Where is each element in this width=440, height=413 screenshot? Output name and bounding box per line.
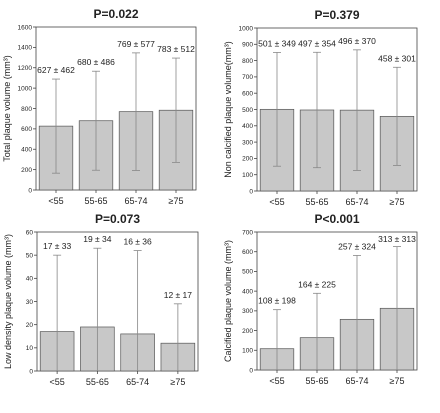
y-tick-label: 600 <box>242 249 253 256</box>
data-label: 164 ± 225 <box>298 279 336 289</box>
y-tick-label: 700 <box>242 229 253 236</box>
x-tick-label: ≥75 <box>390 376 405 386</box>
y-tick-label: 0 <box>249 188 253 195</box>
y-tick-label: 600 <box>21 126 32 133</box>
y-tick-label: 0 <box>249 367 253 374</box>
y-tick-label: 40 <box>26 276 34 283</box>
y-tick-label: 200 <box>21 167 32 174</box>
data-label: 627 ± 462 <box>37 65 75 75</box>
y-tick-label: 50 <box>26 252 34 259</box>
y-tick-label: 0 <box>28 187 32 194</box>
y-tick-label: 400 <box>242 123 253 130</box>
y-tick-label: 200 <box>242 156 253 163</box>
y-tick-label: 30 <box>26 299 34 306</box>
data-label: 257 ± 324 <box>338 241 376 251</box>
x-tick-label: 65-74 <box>124 196 147 206</box>
data-label: 458 ± 301 <box>378 53 416 63</box>
y-tick-label: 500 <box>242 107 253 114</box>
panel-title: P=0.022 <box>93 7 138 21</box>
chart-panel-3: P=0.073 0 10 20 30 40 50 60 Low density plaque v… <box>3 212 199 387</box>
data-label: 12 ± 17 <box>164 290 193 300</box>
data-label: 17 ± 33 <box>43 241 72 251</box>
y-axis-label: Total plaque volume (mm³) <box>2 55 12 162</box>
y-tick-label: 1000 <box>18 85 33 92</box>
y-tick-label: 100 <box>242 348 253 355</box>
x-tick-label: ≥75 <box>170 377 185 387</box>
y-tick-label: 800 <box>242 58 253 65</box>
y-tick-label: 500 <box>242 269 253 276</box>
x-tick-label: 65-74 <box>345 376 368 386</box>
y-tick-label: 300 <box>242 308 253 315</box>
y-tick-label: 20 <box>26 322 34 329</box>
y-tick-label: 100 <box>242 172 253 179</box>
x-tick-label: ≥75 <box>390 197 405 207</box>
y-tick-label: 800 <box>21 106 32 113</box>
x-tick-label: <55 <box>48 196 63 206</box>
y-tick-label: 1000 <box>239 25 254 32</box>
y-tick-label: 400 <box>242 288 253 295</box>
y-tick-label: 900 <box>242 42 253 49</box>
x-tick-label: 65-74 <box>126 377 149 387</box>
panel-title: P=0.379 <box>314 8 359 22</box>
y-axis-label: Low density plaque volume (mm³) <box>3 234 13 369</box>
y-tick-label: 1600 <box>18 24 33 31</box>
y-tick-label: 1400 <box>18 45 33 52</box>
x-tick-label: 55-65 <box>86 377 109 387</box>
y-tick-label: 10 <box>26 345 34 352</box>
y-tick-label: 1200 <box>18 65 33 72</box>
x-tick-label: 55-65 <box>84 196 107 206</box>
data-label: 496 ± 370 <box>338 36 376 46</box>
x-tick-label: 65-74 <box>345 197 368 207</box>
y-tick-label: 700 <box>242 74 253 81</box>
y-axis-label: Non calcified plaque volume(mm³) <box>223 41 233 178</box>
x-tick-label: <55 <box>269 376 284 386</box>
y-tick-label: 60 <box>26 229 34 236</box>
data-label: 783 ± 512 <box>157 44 195 54</box>
y-tick-label: 300 <box>242 139 253 146</box>
data-label: 497 ± 354 <box>298 38 336 48</box>
data-label: 108 ± 198 <box>258 296 296 306</box>
x-tick-label: <55 <box>269 197 284 207</box>
y-axis-label: Calcified plaque volume (mm³) <box>223 240 233 362</box>
panel-title: P=0.073 <box>95 212 140 226</box>
y-tick-label: 0 <box>29 368 33 375</box>
y-tick-label: 600 <box>242 91 253 98</box>
x-tick-label: <55 <box>49 377 64 387</box>
chart-panel-2: P=0.379 0 100 200 300 400 500 600 700 800 900 1000 N… <box>223 8 418 207</box>
x-tick-label: ≥75 <box>169 196 184 206</box>
data-label: 313 ± 313 <box>378 234 416 244</box>
data-label: 769 ± 577 <box>117 39 155 49</box>
data-label: 16 ± 36 <box>123 237 152 247</box>
plot-frame <box>256 231 418 371</box>
data-label: 501 ± 349 <box>258 38 296 48</box>
data-label: 680 ± 486 <box>77 57 115 67</box>
x-tick-label: 55-65 <box>305 376 328 386</box>
chart-panel-1: P=0.022 0 200 400 600 800 1000 1200 1400 1600 Tota… <box>2 7 197 206</box>
y-tick-label: 200 <box>242 328 253 335</box>
chart-panel-4: P<0.001 0 100 200 300 400 500 600 700 Calcified p… <box>223 212 418 386</box>
y-tick-label: 400 <box>21 147 32 154</box>
x-tick-label: 55-65 <box>305 197 328 207</box>
data-label: 19 ± 34 <box>83 234 112 244</box>
panel-title: P<0.001 <box>314 212 359 226</box>
